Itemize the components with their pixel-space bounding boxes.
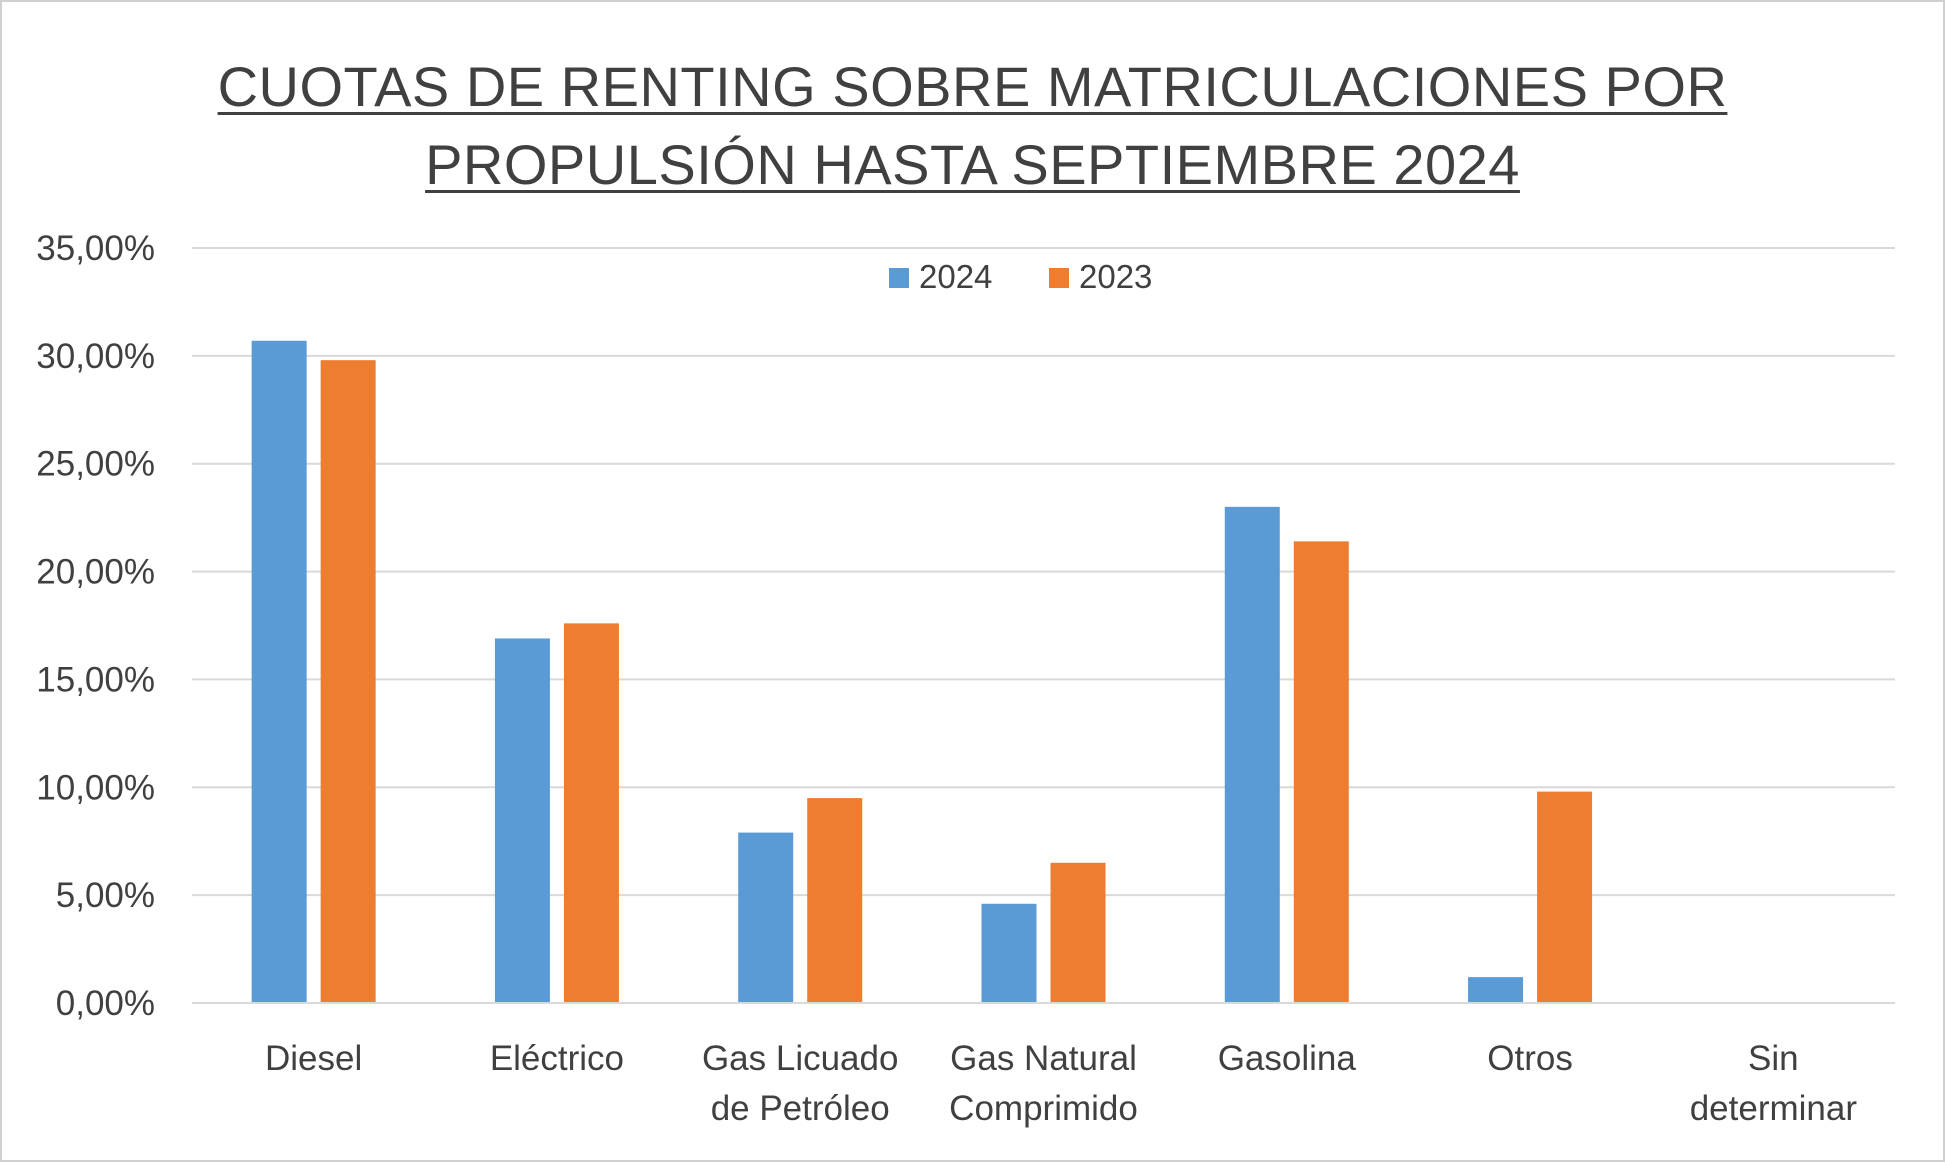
- y-tick-label: 20,00%: [36, 553, 155, 592]
- legend-swatch-2023: [1049, 268, 1069, 288]
- x-category-label: Gasolina: [1218, 1039, 1357, 1078]
- x-category-label: Otros: [1487, 1039, 1573, 1078]
- bar-2023: [1293, 541, 1349, 1003]
- bar-2023: [1537, 791, 1593, 1003]
- y-tick-label: 30,00%: [36, 337, 155, 376]
- bar-2024: [494, 638, 550, 1003]
- chart-title-line-1: CUOTAS DE RENTING SOBRE MATRICULACIONES …: [217, 55, 1728, 118]
- bar-2024: [981, 903, 1037, 1003]
- bar-2023: [563, 623, 619, 1003]
- gridlines: [192, 247, 1895, 897]
- x-axis-category-labels: Diesel Eléctrico Gas Licuado de Petróleo Gas…: [265, 1039, 1857, 1128]
- chart-title: CUOTAS DE RENTING SOBRE MATRICULACIONES …: [0, 48, 1945, 204]
- y-tick-label: 5,00%: [56, 876, 155, 915]
- y-tick-label: 25,00%: [36, 445, 155, 484]
- y-tick-label: 0,00%: [56, 984, 155, 1023]
- y-tick-label: 15,00%: [36, 660, 155, 699]
- bar-2023: [807, 798, 863, 1003]
- legend-swatch-2024: [889, 268, 909, 288]
- legend-label-2023: 2023: [1079, 258, 1152, 295]
- x-category-label: Gas Natural Comprimido: [949, 1039, 1138, 1128]
- y-tick-label: 10,00%: [36, 768, 155, 807]
- bar-2024: [1224, 506, 1280, 1003]
- x-category-label: Diesel: [265, 1039, 362, 1078]
- x-category-label: Gas Licuado de Petróleo: [702, 1039, 899, 1128]
- y-axis-tick-labels: 0,00% 5,00% 10,00% 15,00% 20,00% 25,00% 30,00%…: [36, 229, 155, 1023]
- bars: [251, 340, 1593, 1004]
- bar-2024: [251, 340, 307, 1003]
- bar-2024: [738, 832, 794, 1003]
- chart-title-line-2: PROPULSIÓN HASTA SEPTIEMBRE 2024: [425, 133, 1520, 196]
- legend: 2024 2023: [889, 258, 1152, 295]
- bar-2023: [1050, 862, 1106, 1003]
- bar-2023: [320, 360, 376, 1004]
- bar-2024: [1468, 977, 1524, 1003]
- y-tick-label: 35,00%: [36, 229, 155, 268]
- x-category-label: Sin determinar: [1690, 1039, 1858, 1128]
- legend-label-2024: 2024: [919, 258, 992, 295]
- x-category-label: Eléctrico: [490, 1039, 624, 1078]
